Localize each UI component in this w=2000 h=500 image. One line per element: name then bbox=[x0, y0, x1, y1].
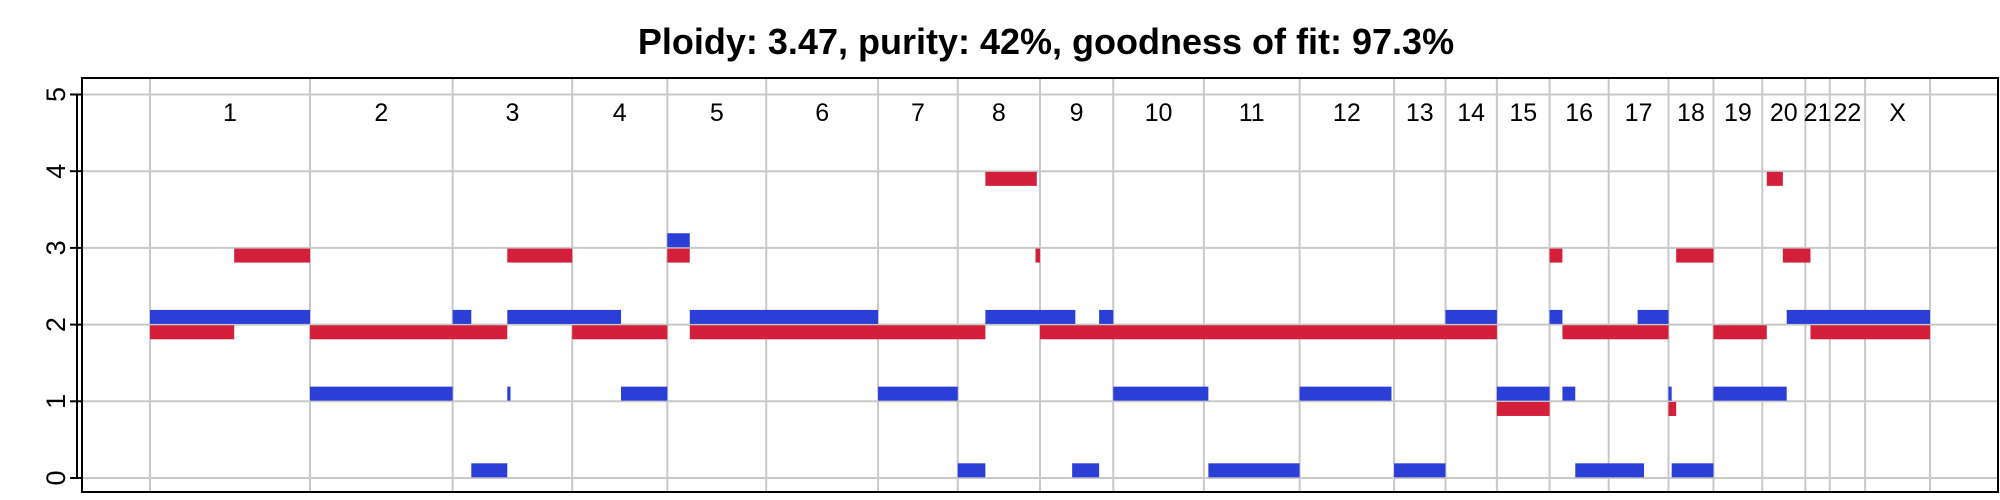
chromosome-label-3: 3 bbox=[505, 99, 519, 127]
major-segment-2 bbox=[452, 309, 472, 324]
major-segment-17 bbox=[1394, 463, 1446, 478]
chromosome-label-14: 14 bbox=[1457, 99, 1485, 127]
major-segment-23 bbox=[1637, 309, 1669, 324]
minor-segment-9 bbox=[1040, 325, 1497, 340]
chromosome-label-X: X bbox=[1889, 99, 1906, 127]
y-tick-label-3: 3 bbox=[41, 240, 71, 255]
chromosome-label-13: 13 bbox=[1406, 99, 1434, 127]
minor-segment-6 bbox=[689, 325, 986, 340]
minor-segment-8 bbox=[1035, 248, 1041, 263]
chromosome-label-9: 9 bbox=[1070, 99, 1084, 127]
y-tick-label-0: 0 bbox=[41, 470, 71, 485]
major-segment-12 bbox=[1072, 463, 1100, 478]
chromosome-label-4: 4 bbox=[613, 99, 627, 127]
y-axis: 0 1 2 3 4 5 bbox=[41, 87, 82, 486]
chromosome-label-7: 7 bbox=[911, 99, 925, 127]
minor-segment-1 bbox=[234, 248, 311, 263]
chromosome-label-18: 18 bbox=[1677, 99, 1705, 127]
major-segment-26 bbox=[1713, 386, 1787, 401]
chromosome-label-15: 15 bbox=[1509, 99, 1537, 127]
major-segment-21 bbox=[1562, 386, 1576, 401]
major-segment-18 bbox=[1445, 309, 1497, 324]
chromosome-label-19: 19 bbox=[1724, 99, 1752, 127]
major-segment-20 bbox=[1549, 309, 1563, 324]
minor-segment-11 bbox=[1549, 248, 1563, 263]
segments bbox=[150, 171, 1931, 478]
chromosome-label-22: 22 bbox=[1834, 99, 1862, 127]
major-segment-13 bbox=[1099, 309, 1114, 324]
major-segment-4 bbox=[507, 386, 511, 401]
major-segment-27 bbox=[1786, 309, 1931, 324]
major-segment-14 bbox=[1113, 386, 1209, 401]
chromosome-label-6: 6 bbox=[815, 99, 829, 127]
y-tick-label-1: 1 bbox=[41, 394, 71, 409]
plot-frame bbox=[81, 77, 1999, 493]
minor-segment-17 bbox=[1782, 248, 1811, 263]
chromosome-label-20: 20 bbox=[1770, 99, 1798, 127]
major-segment-3 bbox=[471, 463, 508, 478]
y-tick-label-2: 2 bbox=[41, 317, 71, 332]
minor-segment-15 bbox=[1713, 325, 1767, 340]
minor-segment-4 bbox=[572, 325, 668, 340]
major-segment-6 bbox=[621, 386, 668, 401]
minor-segment-18 bbox=[1810, 325, 1931, 340]
chromosome-label-12: 12 bbox=[1333, 99, 1361, 127]
y-tick-label-5: 5 bbox=[41, 87, 71, 102]
minor-segment-3 bbox=[507, 248, 573, 263]
chromosome-label-1: 1 bbox=[223, 99, 237, 127]
major-segment-8 bbox=[689, 309, 879, 324]
chromosome-label-16: 16 bbox=[1565, 99, 1593, 127]
minor-segment-14 bbox=[1676, 248, 1714, 263]
y-tick-label-4: 4 bbox=[41, 164, 71, 179]
chromosome-label-21: 21 bbox=[1804, 99, 1832, 127]
minor-segment-7 bbox=[985, 171, 1037, 186]
major-segment-15 bbox=[1208, 463, 1300, 478]
major-segment-25 bbox=[1671, 463, 1714, 478]
chromosome-labels: 1 2 3 4 5 6 7 8 9 10 11 12 13 14 15 16 17 18 19 20 21 22 X bbox=[223, 99, 1906, 127]
minor-segment-12 bbox=[1562, 325, 1669, 340]
chromosome-label-8: 8 bbox=[992, 99, 1006, 127]
minor-segment-2 bbox=[310, 325, 508, 340]
grid-lines bbox=[82, 78, 1998, 492]
major-segment-16 bbox=[1299, 386, 1392, 401]
chromosome-label-17: 17 bbox=[1625, 99, 1653, 127]
major-segment-10 bbox=[957, 463, 986, 478]
major-segment-11 bbox=[985, 309, 1076, 324]
minor-segment-16 bbox=[1766, 171, 1783, 186]
minor-segment-13 bbox=[1668, 401, 1677, 416]
major-segment-7 bbox=[667, 233, 690, 248]
chromosome-label-10: 10 bbox=[1145, 99, 1173, 127]
major-segment-0 bbox=[150, 309, 311, 324]
minor-segment-10 bbox=[1496, 401, 1550, 416]
major-segment-24 bbox=[1668, 386, 1672, 401]
major-segment-1 bbox=[310, 386, 453, 401]
chromosome-label-2: 2 bbox=[374, 99, 388, 127]
minor-segment-5 bbox=[667, 248, 690, 263]
chromosome-label-5: 5 bbox=[710, 99, 724, 127]
major-segment-19 bbox=[1496, 386, 1550, 401]
major-segment-22 bbox=[1575, 463, 1645, 478]
minor-segment-0 bbox=[150, 325, 235, 340]
chromosome-label-11: 11 bbox=[1239, 99, 1265, 127]
major-segment-9 bbox=[878, 386, 958, 401]
major-segment-5 bbox=[507, 309, 622, 324]
chart-title: Ploidy: 3.47, purity: 42%, goodness of f… bbox=[638, 21, 1454, 62]
